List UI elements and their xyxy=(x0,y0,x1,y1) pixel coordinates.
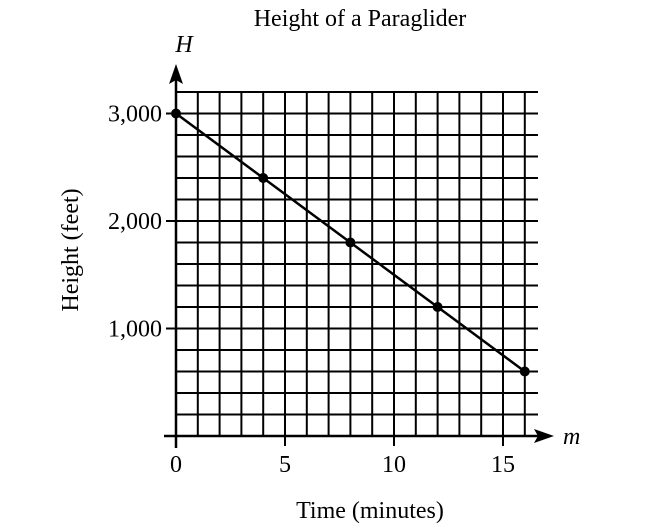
data-point xyxy=(258,173,269,183)
y-axis-variable: H xyxy=(174,32,194,58)
data-point xyxy=(345,237,356,248)
chart-title: Height of a Paraglider xyxy=(254,6,467,32)
data-point xyxy=(432,302,443,312)
axes xyxy=(164,64,554,448)
x-axis-variable: m xyxy=(563,424,580,450)
data-point xyxy=(519,366,530,377)
x-axis-arrow xyxy=(534,429,554,443)
x-tick-label: 15 xyxy=(491,452,515,478)
grid xyxy=(176,91,538,436)
x-tick-label: 0 xyxy=(170,452,182,478)
tick-labels: 0 5 10 15 1,000 2,000 3,000 xyxy=(108,102,515,479)
data-series xyxy=(171,108,530,377)
x-tick-label: 10 xyxy=(382,452,406,478)
y-tick-label: 3,000 xyxy=(108,102,162,128)
y-tick-label: 2,000 xyxy=(108,209,162,235)
x-axis-label: Time (minutes) xyxy=(296,498,444,524)
y-axis-label: Height (feet) xyxy=(58,188,84,311)
y-tick-label: 1,000 xyxy=(108,317,162,343)
data-point xyxy=(171,108,181,119)
y-axis-arrow xyxy=(169,64,183,84)
x-tick-label: 5 xyxy=(279,452,291,478)
